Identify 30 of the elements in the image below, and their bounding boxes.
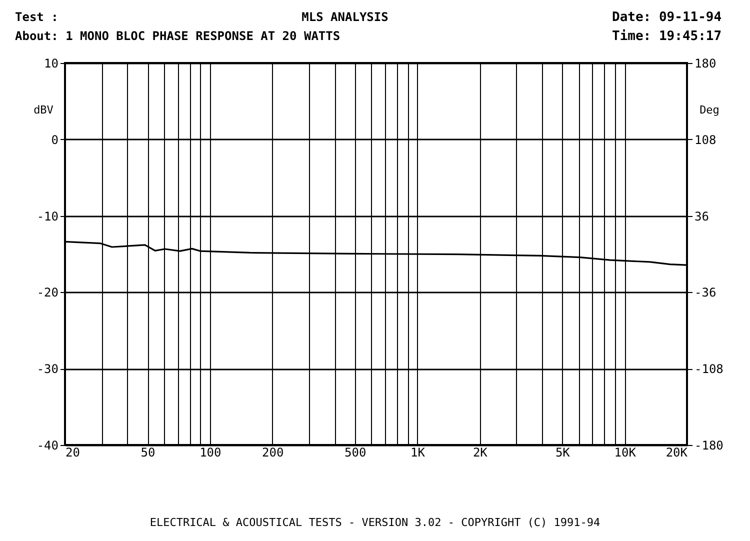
y2-tick-label: -180	[694, 438, 724, 452]
x-tick-label: 20K	[666, 446, 688, 460]
y-tick-label: -10	[36, 209, 58, 224]
y-tick-label: -30	[36, 362, 58, 376]
y2-tick-label: 36	[694, 209, 709, 224]
x-tick-label: 200	[262, 446, 284, 460]
y-axis-title: dBV	[34, 104, 54, 116]
y2-tick-label: 180	[694, 56, 716, 70]
y-tick-label: 10	[44, 56, 58, 70]
y2-tick-label: 108	[694, 132, 716, 147]
y2-tick-label: -108	[694, 362, 724, 376]
text: About: 1 MONO BLOC PHASE RESPONSE AT 20 WATTS	[15, 29, 340, 43]
text: Time: 19:45:17	[612, 29, 722, 44]
x-tick-label: 5K	[555, 446, 571, 460]
x-tick-label: 10K	[614, 446, 637, 460]
x-tick-label: 20	[66, 446, 80, 460]
y-tick-label: 0	[51, 132, 58, 147]
y2-axis-title: Deg	[700, 104, 720, 116]
x-tick-label: 2K	[472, 446, 488, 460]
text: ELECTRICAL & ACOUSTICAL TESTS - VERSION 3.02 - COPYRIGHT (C) 1991-94	[150, 516, 601, 529]
x-tick-label: 1K	[410, 446, 426, 460]
chart-title: MLS ANALYSIS	[302, 10, 388, 24]
text: Date: 09-11-94	[612, 10, 722, 25]
y-tick-label: -20	[36, 286, 58, 300]
x-tick-label: 50	[140, 446, 156, 460]
y2-tick-label: -36	[694, 286, 716, 300]
text: Test :	[15, 10, 58, 24]
y-tick-label: -40	[36, 438, 58, 452]
x-tick-label: 100	[200, 446, 222, 460]
x-tick-label: 500	[344, 446, 366, 460]
